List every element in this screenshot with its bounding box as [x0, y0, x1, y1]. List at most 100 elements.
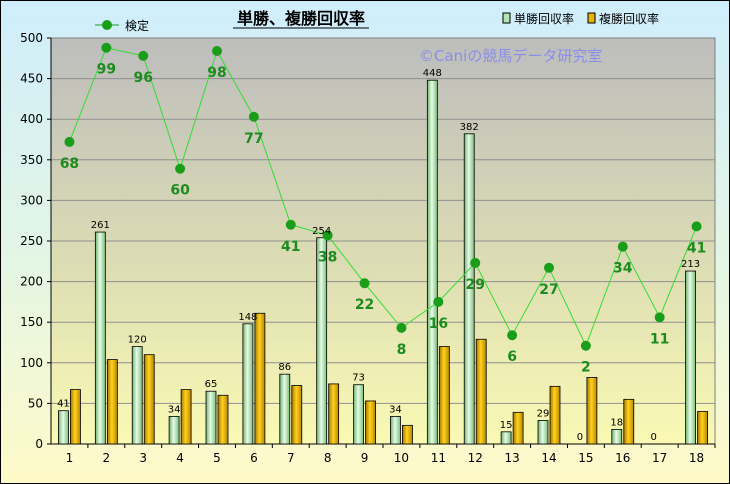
bar-label-tansho: 254 — [312, 226, 331, 237]
legend-swatch-tansho — [502, 12, 511, 24]
line-marker — [101, 42, 112, 53]
bar-tansho — [685, 270, 696, 445]
bar-label-tansho: 213 — [681, 259, 700, 270]
x-tick-label: 3 — [139, 451, 147, 465]
line-marker — [544, 262, 554, 273]
y-tick-label: 200 — [20, 275, 43, 289]
line-data-label: 41 — [687, 240, 706, 256]
bar-label-tansho: 148 — [238, 312, 257, 323]
x-tick-label: 2 — [103, 451, 111, 465]
bar-tansho — [463, 133, 475, 445]
line-data-label: 16 — [429, 316, 448, 332]
bar-tansho — [426, 79, 438, 445]
x-tick-label: 7 — [287, 451, 295, 465]
bar-label-tansho: 120 — [128, 335, 147, 346]
bar-tansho — [537, 420, 549, 445]
bar-fukusho — [438, 346, 450, 445]
legend-label-tansho: 単勝回収率 — [514, 11, 574, 26]
bar-fukusho — [365, 400, 376, 445]
x-tick-label: 1 — [66, 451, 74, 465]
series-line-kentei — [68, 47, 698, 348]
bar-label-tansho: 261 — [91, 220, 110, 231]
y-tick-label: 450 — [20, 72, 43, 86]
line-marker — [507, 330, 518, 341]
y-tick-label: 100 — [20, 356, 43, 370]
line-marker — [359, 278, 370, 289]
line-marker — [691, 221, 702, 232]
x-tick-label: 11 — [431, 451, 446, 465]
bar-label-tansho: 0 — [577, 432, 583, 443]
legend: 検定 単勝回収率 複勝回収率 — [95, 11, 659, 33]
bar-label-tansho: 29 — [537, 408, 550, 419]
line-marker — [322, 230, 333, 241]
line-marker — [285, 219, 296, 230]
bar-fukusho — [143, 354, 155, 445]
line-marker — [617, 241, 628, 252]
bar-fukusho — [328, 383, 340, 445]
x-tick-label: 10 — [394, 451, 409, 465]
watermark: ©Caniの競馬データ研究室 — [419, 47, 602, 65]
line-marker — [654, 312, 665, 323]
line-data-label: 41 — [281, 239, 300, 255]
line-marker — [138, 50, 149, 61]
line-marker — [396, 322, 407, 333]
line-data-label: 27 — [539, 282, 558, 298]
bar-tansho — [242, 323, 254, 445]
line-data-label: 11 — [650, 331, 669, 347]
line-data-label: 99 — [97, 62, 116, 78]
y-tick-label: 50 — [28, 396, 43, 410]
line-data-label: 29 — [465, 277, 484, 293]
line-marker — [248, 111, 259, 122]
legend-label-fukusho: 複勝回収率 — [599, 11, 659, 26]
bar-tansho — [500, 431, 512, 445]
line-marker — [64, 136, 75, 147]
line-data-label: 8 — [397, 342, 407, 358]
bar-label-tansho: 15 — [500, 420, 513, 431]
bar-tansho — [279, 373, 291, 445]
x-tick-label: 13 — [504, 451, 519, 465]
bar-tansho — [390, 415, 401, 445]
bar-label-tansho: 73 — [352, 373, 365, 384]
bar-fukusho — [475, 338, 487, 445]
line-data-label: 98 — [207, 65, 226, 81]
x-tick-label: 12 — [468, 451, 483, 465]
bar-tansho — [168, 415, 180, 445]
bar-tansho — [611, 428, 623, 445]
bar-label-tansho: 34 — [168, 404, 181, 415]
bar-fukusho — [586, 377, 598, 445]
x-tick-label: 4 — [176, 451, 184, 465]
x-tick-label: 8 — [324, 451, 332, 465]
y-tick-label: 400 — [20, 112, 43, 126]
bar-fukusho — [217, 394, 229, 445]
bar-tansho — [353, 384, 364, 445]
bar-tansho — [94, 231, 106, 445]
bar-fukusho — [549, 385, 561, 445]
bar-tansho — [131, 346, 143, 445]
line-data-label: 77 — [244, 131, 263, 147]
line-marker — [580, 340, 591, 351]
chart-title: 単勝、複勝回収率 — [237, 9, 365, 28]
y-tick-label: 250 — [20, 234, 43, 248]
bar-label-tansho: 382 — [460, 122, 479, 133]
legend-label-line: 検定 — [125, 18, 149, 33]
bar-fukusho — [623, 398, 635, 445]
x-tick-label: 5 — [213, 451, 221, 465]
line-marker — [433, 296, 444, 307]
bar-label-tansho: 41 — [57, 399, 70, 410]
y-tick-label: 350 — [20, 153, 43, 167]
line-data-label: 22 — [355, 297, 374, 313]
bar-fukusho — [512, 411, 524, 445]
y-tick-label: 500 — [20, 31, 43, 45]
bar-fukusho — [106, 359, 118, 445]
bar-label-tansho: 34 — [389, 404, 402, 415]
line-marker — [212, 45, 222, 56]
x-tick-label: 14 — [541, 451, 556, 465]
y-tick-label: 300 — [20, 193, 43, 207]
legend-marker-swatch — [102, 20, 112, 30]
bar-fukusho — [70, 389, 81, 445]
x-tick-label: 6 — [250, 451, 258, 465]
bar-fukusho — [697, 411, 708, 445]
bar-tansho — [316, 237, 328, 445]
line-data-label: 68 — [60, 156, 79, 172]
